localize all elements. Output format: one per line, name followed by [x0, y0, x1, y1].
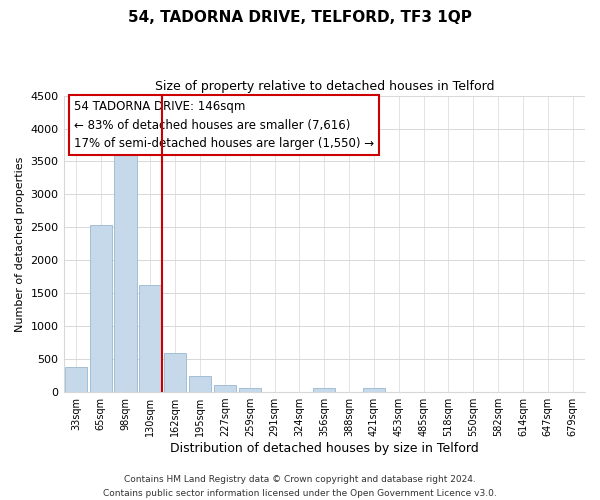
Bar	[115, 148, 137, 392]
Bar	[313, 388, 335, 392]
Text: 54 TADORNA DRIVE: 146sqm
← 83% of detached houses are smaller (7,616)
17% of sem: 54 TADORNA DRIVE: 146sqm ← 83% of detach…	[74, 100, 374, 150]
Bar	[89, 226, 112, 392]
Text: Contains HM Land Registry data © Crown copyright and database right 2024.
Contai: Contains HM Land Registry data © Crown c…	[103, 476, 497, 498]
Bar	[239, 388, 261, 392]
Bar	[214, 386, 236, 392]
Bar	[65, 367, 87, 392]
Bar	[139, 284, 161, 392]
Text: 54, TADORNA DRIVE, TELFORD, TF3 1QP: 54, TADORNA DRIVE, TELFORD, TF3 1QP	[128, 10, 472, 25]
Bar	[363, 388, 385, 392]
Y-axis label: Number of detached properties: Number of detached properties	[15, 156, 25, 332]
Bar	[164, 352, 187, 392]
Title: Size of property relative to detached houses in Telford: Size of property relative to detached ho…	[155, 80, 494, 93]
Bar	[189, 376, 211, 392]
X-axis label: Distribution of detached houses by size in Telford: Distribution of detached houses by size …	[170, 442, 479, 455]
